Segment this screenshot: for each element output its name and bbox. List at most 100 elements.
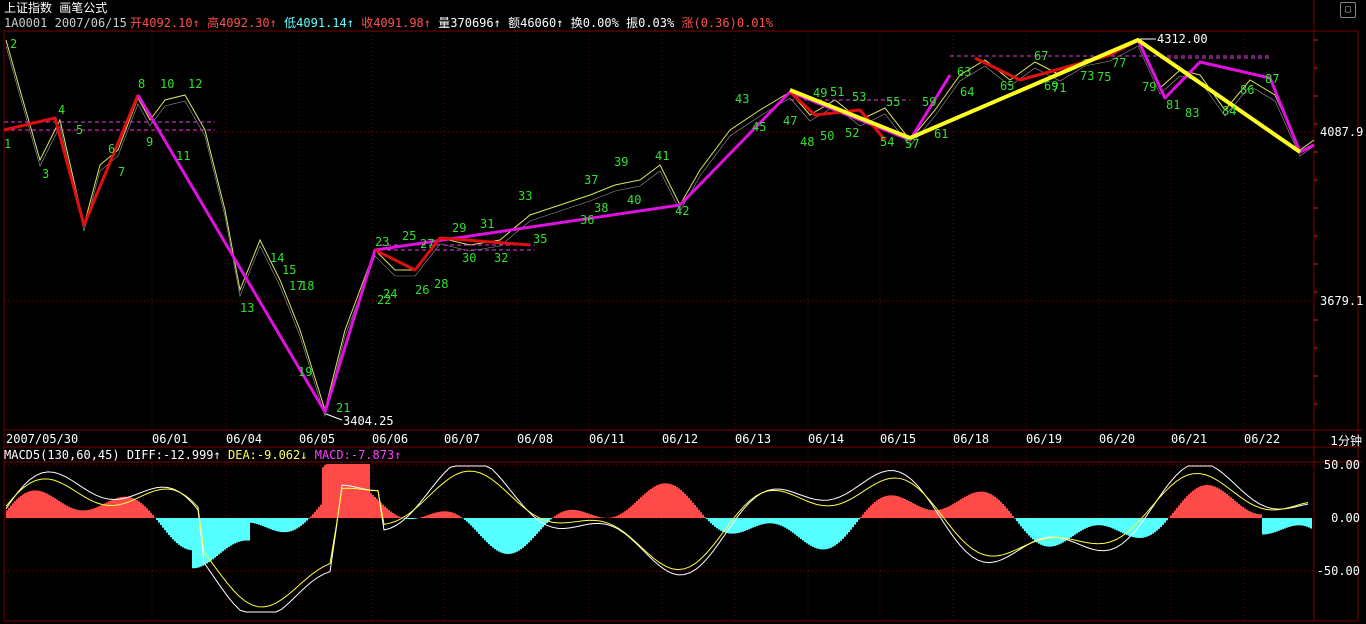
macd-bar-negative: [224, 518, 226, 550]
macd-bar-positive: [450, 512, 452, 518]
macd-bar-negative: [472, 518, 474, 528]
macd-bar-positive: [998, 499, 1000, 518]
stroke-number-label: 59: [922, 95, 936, 109]
macd-bar-negative: [530, 518, 532, 541]
macd-bar-negative: [164, 518, 166, 531]
macd-bar-negative: [794, 518, 796, 535]
macd-bar-positive: [54, 498, 56, 518]
macd-bar-negative: [528, 518, 530, 543]
macd-bar-positive: [936, 510, 938, 518]
macd-bar-negative: [1140, 518, 1142, 538]
macd-bar-negative: [1020, 518, 1022, 527]
stroke-number-label: 31: [480, 217, 494, 231]
macd-bar-positive: [596, 516, 598, 518]
time-axis-label: 06/13: [735, 432, 771, 446]
macd-bar-positive: [680, 489, 682, 518]
macd-bar-positive: [332, 464, 334, 518]
macd-bar-negative: [488, 518, 490, 545]
macd-bar-negative: [304, 518, 306, 523]
macd-bar-positive: [342, 464, 344, 518]
macd-bar-positive: [326, 464, 328, 518]
stroke-number-label: 45: [752, 120, 766, 134]
macd-bar-positive: [554, 516, 556, 518]
macd-bar-negative: [1098, 518, 1100, 526]
macd-bar-positive: [638, 499, 640, 518]
macd-bar-positive: [1242, 507, 1244, 518]
macd-bar-positive: [122, 496, 124, 518]
macd-bar-positive: [970, 493, 972, 518]
macd-bar-negative: [496, 518, 498, 551]
macd-bar-negative: [1030, 518, 1032, 538]
low-value: 4091.14: [296, 16, 347, 30]
price-axis-label: 4087.9: [1320, 125, 1363, 139]
macd-bar-negative: [256, 518, 258, 525]
macd-bar-negative: [184, 518, 186, 549]
stroke-number-label: 5: [76, 123, 83, 137]
stroke-number-label: 51: [830, 85, 844, 99]
macd-bar-positive: [1206, 485, 1208, 518]
macd-bar-negative: [716, 518, 718, 529]
macd-bar-negative: [778, 518, 780, 525]
macd-bar-negative: [262, 518, 264, 527]
macd-bar-positive: [698, 509, 700, 518]
macd-bar-positive: [576, 510, 578, 518]
macd-bar-positive: [584, 512, 586, 518]
macd-bar-positive: [652, 487, 654, 518]
macd-bar-positive: [1194, 489, 1196, 518]
macd-bar-negative: [1090, 518, 1092, 527]
macd-bar-positive: [1226, 494, 1228, 518]
macd-bar-positive: [1182, 500, 1184, 518]
period-selector[interactable]: 1分钟: [1330, 434, 1362, 448]
macd-bar-negative: [478, 518, 480, 534]
macd-bar-positive: [702, 514, 704, 518]
stroke-number-label: 63: [957, 65, 971, 79]
macd-bar-positive: [882, 497, 884, 518]
stroke-number-label: 14: [270, 251, 284, 265]
time-axis-label: 06/12: [662, 432, 698, 446]
macd-bar-negative: [1120, 518, 1122, 533]
macd-bar-positive: [22, 494, 24, 518]
macd-bar-positive: [126, 496, 128, 518]
macd-bar-positive: [372, 495, 374, 518]
macd-bar-negative: [266, 518, 268, 528]
macd-bar-positive: [116, 498, 118, 518]
stroke-number-label: 28: [434, 277, 448, 291]
macd-bar-negative: [1108, 518, 1110, 528]
macd-bar-negative: [1086, 518, 1088, 528]
macd-bar-positive: [1196, 487, 1198, 518]
macd-bar-negative: [410, 518, 412, 520]
macd-bar-negative: [810, 518, 812, 546]
macd-bar-negative: [1074, 518, 1076, 535]
macd-bar-positive: [996, 498, 998, 518]
macd-bar-positive: [690, 500, 692, 518]
macd-bar-negative: [1276, 518, 1278, 532]
macd-bar-positive: [660, 483, 662, 518]
macd-bar-positive: [374, 496, 376, 518]
macd-bar-positive: [598, 516, 600, 518]
macd-bar-positive: [1204, 485, 1206, 518]
dea-label: DEA:: [228, 448, 257, 462]
macd-bar-positive: [384, 506, 386, 518]
macd-bar-positive: [568, 510, 570, 518]
macd-bar-positive: [318, 507, 320, 518]
macd-bar-negative: [832, 518, 834, 547]
macd-bar-positive: [630, 506, 632, 518]
macd-bar-positive: [1000, 501, 1002, 518]
macd-bar-negative: [180, 518, 182, 547]
macd-bar-negative: [772, 518, 774, 524]
macd-bar-positive: [24, 493, 26, 518]
macd-bar-positive: [574, 509, 576, 518]
macd-bar-negative: [746, 518, 748, 531]
close-icon[interactable]: ▢: [1340, 2, 1356, 18]
macd-bar-negative: [1154, 518, 1156, 533]
macd-bar-positive: [382, 504, 384, 518]
macd-bar-positive: [916, 505, 918, 518]
macd-bar-negative: [714, 518, 716, 527]
stroke-number-label: 29: [452, 221, 466, 235]
macd-bar-negative: [824, 518, 826, 550]
macd-bar-negative: [178, 518, 180, 545]
macd-bar-positive: [1012, 515, 1014, 518]
macd-bar-negative: [1114, 518, 1116, 530]
macd-bar-positive: [582, 511, 584, 518]
